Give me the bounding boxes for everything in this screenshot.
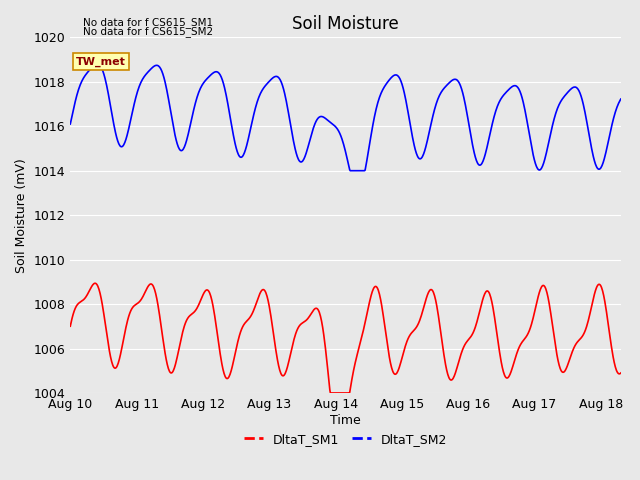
DltaT_SM2 (617, 96, 625, 102)
DltaT_SM2 (290, 138, 298, 144)
DltaT_SM1 (445, 376, 453, 382)
DltaT_SM2 (507, 85, 515, 91)
DltaT_SM2 (93, 61, 101, 67)
Line: DltaT_SM2: DltaT_SM2 (70, 64, 621, 171)
DltaT_SM1 (124, 320, 131, 325)
Text: No data for f CS615_SM2: No data for f CS615_SM2 (83, 26, 213, 37)
X-axis label: Time: Time (330, 414, 361, 427)
DltaT_SM2 (310, 125, 317, 131)
Y-axis label: Soil Moisture (mV): Soil Moisture (mV) (15, 158, 28, 273)
DltaT_SM1 (92, 280, 99, 286)
DltaT_SM1 (326, 390, 334, 396)
Text: No data for f CS615_SM1: No data for f CS615_SM1 (83, 17, 213, 28)
DltaT_SM2 (124, 132, 131, 138)
DltaT_SM1 (310, 308, 317, 313)
Legend: DltaT_SM1, DltaT_SM2: DltaT_SM1, DltaT_SM2 (239, 428, 452, 451)
DltaT_SM1 (507, 370, 515, 376)
Text: TW_met: TW_met (76, 57, 125, 67)
Line: DltaT_SM1: DltaT_SM1 (70, 283, 621, 393)
DltaT_SM1 (290, 338, 298, 344)
DltaT_SM2 (497, 96, 504, 102)
DltaT_SM1 (497, 356, 504, 362)
DltaT_SM2 (67, 121, 74, 127)
Title: Soil Moisture: Soil Moisture (292, 15, 399, 33)
DltaT_SM1 (617, 370, 625, 376)
DltaT_SM2 (346, 168, 354, 174)
DltaT_SM2 (445, 80, 453, 85)
DltaT_SM1 (67, 324, 74, 329)
